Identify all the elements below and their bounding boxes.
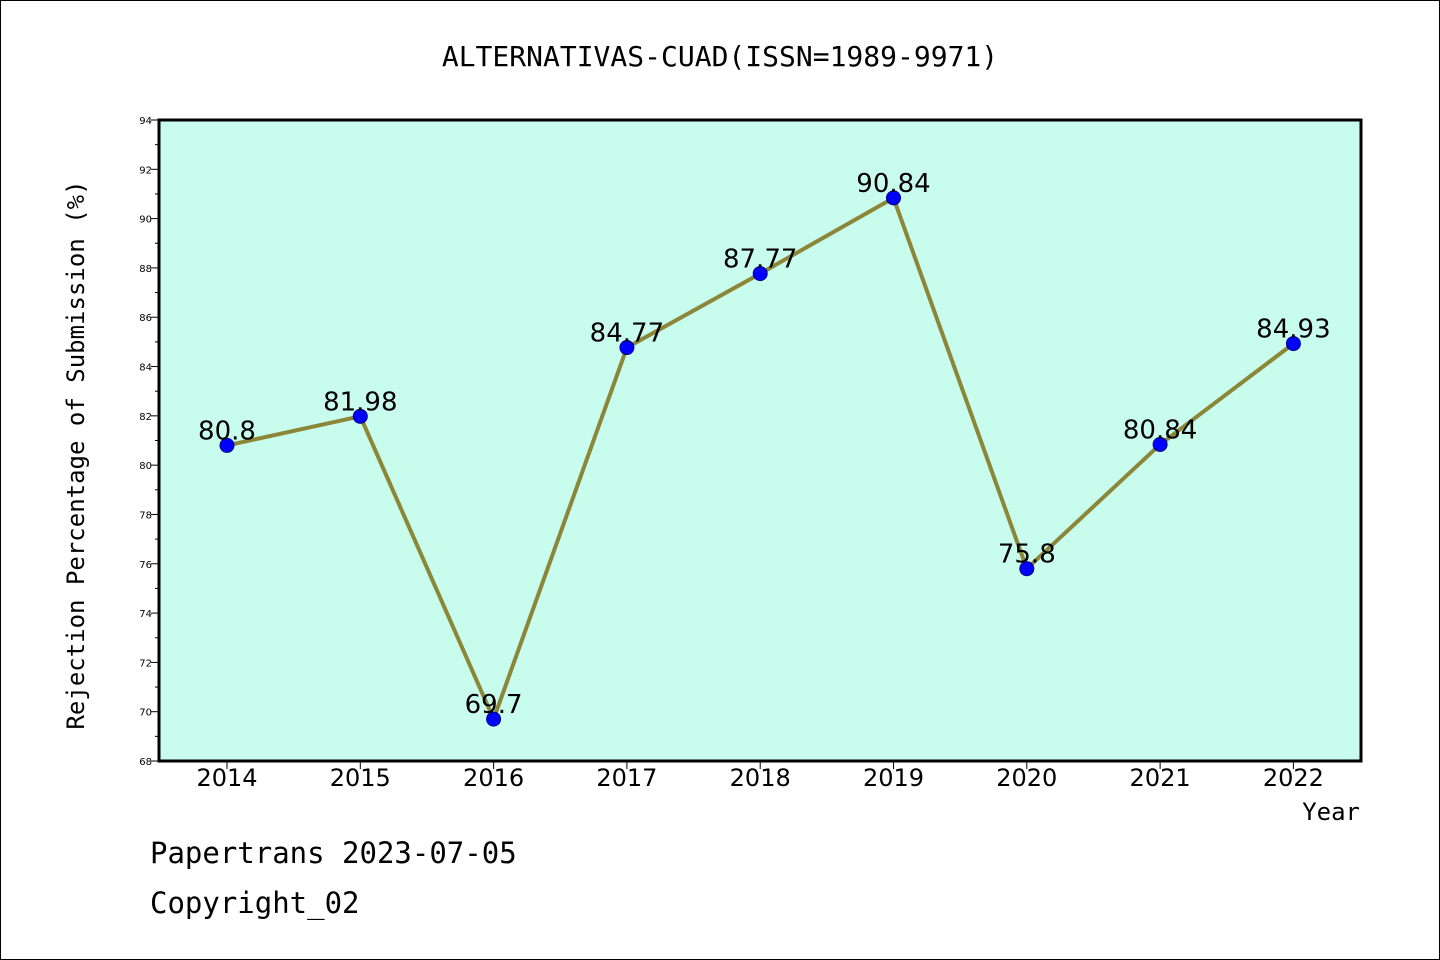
data-point — [486, 711, 502, 727]
data-point — [886, 190, 901, 206]
data-point — [219, 437, 235, 453]
data-label: 75.8 — [998, 540, 1056, 570]
y-tick-label: 84 — [139, 363, 152, 374]
x-tick-label: 2018 — [730, 764, 791, 792]
data-markers — [219, 190, 1301, 727]
y-tick-label: 88 — [139, 264, 152, 275]
data-label: 81.98 — [323, 387, 397, 417]
y-tick-label: 74 — [139, 609, 152, 620]
x-tick-label: 2019 — [863, 764, 924, 792]
x-tick-label: 2021 — [1130, 764, 1191, 792]
x-axis: 2014 2015 2016 2017 2018 2019 2020 2021 2022 — [196, 761, 1324, 792]
data-point — [752, 266, 768, 282]
data-point — [619, 340, 635, 356]
y-tick-label: 78 — [139, 510, 152, 521]
x-tick-label: 2015 — [330, 764, 391, 792]
data-label: 90.84 — [856, 169, 930, 199]
x-tick-label: 2014 — [196, 764, 257, 792]
x-tick-label: 2020 — [996, 764, 1057, 792]
y-tick-label: 80 — [139, 461, 152, 472]
x-axis-label: Year — [1302, 798, 1360, 826]
x-tick-label: 2017 — [596, 764, 657, 792]
data-point — [1019, 561, 1035, 577]
y-tick-label: 86 — [139, 313, 152, 324]
y-tick-label: 68 — [139, 757, 152, 768]
data-point — [1285, 336, 1301, 352]
y-axis-label: Rejection Percentage of Submission (%) — [62, 180, 90, 729]
data-label: 80.84 — [1123, 415, 1197, 445]
data-point — [1152, 436, 1168, 452]
y-tick-label: 82 — [139, 412, 152, 423]
y-tick-label: 92 — [139, 165, 152, 176]
data-labels: 80.8 81.98 69.7 84.77 87.77 90.84 75.8 80.84 84.… — [198, 169, 1331, 720]
data-label: 80.8 — [198, 416, 256, 446]
footer-date: Papertrans 2023-07-05 — [150, 836, 517, 870]
x-tick-label: 2016 — [463, 764, 524, 792]
data-point — [352, 408, 368, 424]
x-tick-label: 2022 — [1263, 764, 1324, 792]
y-tick-label: 76 — [139, 560, 152, 571]
data-label: 84.77 — [590, 319, 664, 349]
footer-copyright: Copyright_02 — [150, 886, 360, 920]
y-tick-label: 90 — [139, 215, 152, 226]
y-tick-label: 72 — [139, 658, 152, 669]
chart-title: ALTERNATIVAS-CUAD(ISSN=1989-9971) — [442, 40, 998, 73]
y-tick-label: 70 — [139, 708, 152, 719]
data-label: 87.77 — [723, 245, 797, 275]
y-axis: 68 70 72 74 76 78 80 82 84 86 88 90 92 94 — [139, 116, 159, 768]
data-label: 84.93 — [1256, 315, 1330, 345]
y-tick-label: 94 — [139, 116, 152, 127]
data-label: 69.7 — [465, 690, 523, 720]
